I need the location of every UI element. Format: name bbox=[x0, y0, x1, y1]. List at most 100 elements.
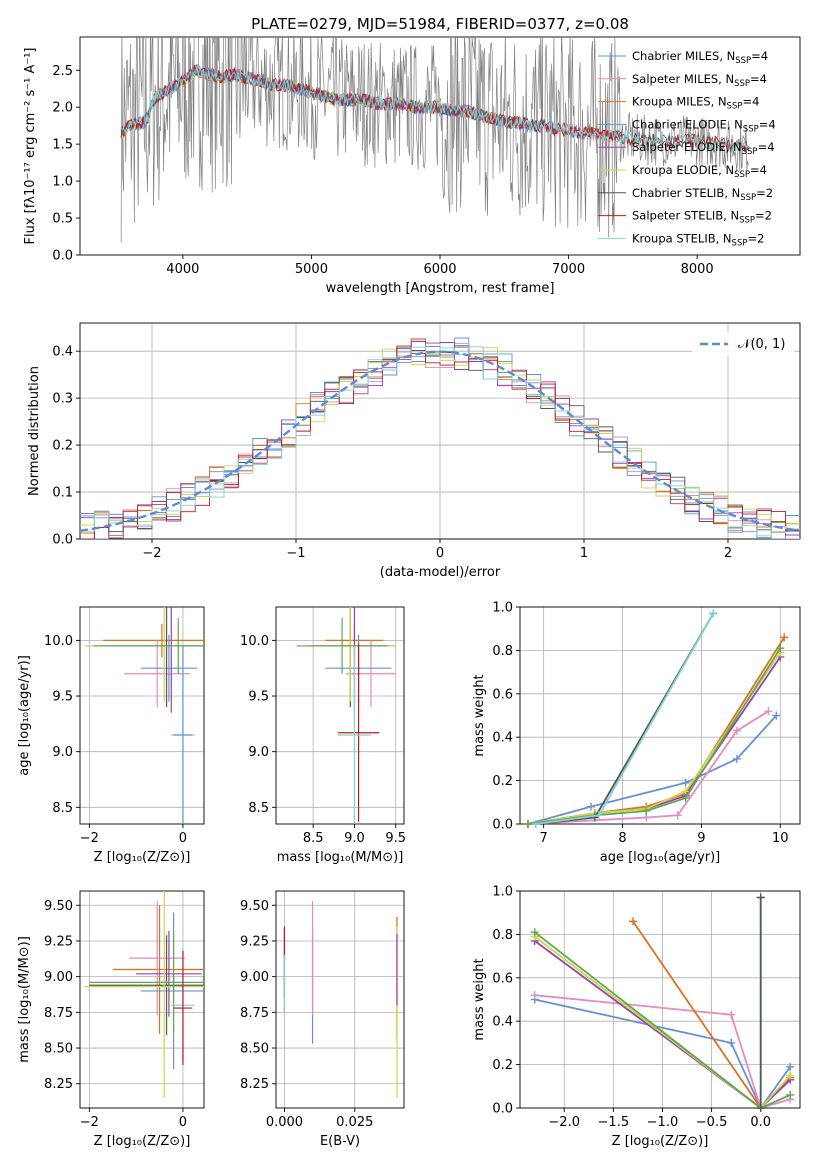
y-tick-label: 1.0 bbox=[492, 601, 513, 616]
mass_weight_vs_age-xlabel: age [log₁₀(age/yr)] bbox=[600, 850, 721, 865]
age_vs_mass-xlabel: mass [log₁₀(M/M⊙)] bbox=[277, 850, 404, 865]
model-line-kroupa_stelib bbox=[120, 65, 750, 153]
x-tick-label: 9 bbox=[697, 831, 705, 846]
spectrum-panel: 4000 5000 6000 7000 8000 0.0 0.5 1.0 1.5 2.0 2.5 wa… bbox=[23, 36, 801, 296]
y-tick-label: 8.50 bbox=[240, 1042, 269, 1057]
x-tick-label: 7000 bbox=[552, 262, 585, 277]
mass-weight-series-line bbox=[534, 931, 791, 1108]
plus-marker bbox=[681, 793, 690, 802]
mass_vs_ebv-frame bbox=[275, 890, 405, 1109]
data-spectrum-line bbox=[120, 37, 749, 243]
plus-marker bbox=[780, 633, 789, 642]
plus-marker bbox=[786, 1071, 795, 1080]
plus-marker bbox=[642, 806, 651, 815]
x-tick-label: −1 bbox=[286, 546, 305, 561]
age_vs_Z-xlabel: Z [log₁₀(Z/Z⊙)] bbox=[94, 850, 191, 865]
legend-entry: Chabrier STELIB, NSSP=2 bbox=[632, 186, 773, 203]
y-tick-label: 9.25 bbox=[240, 934, 269, 949]
mass-weight-series-line bbox=[534, 998, 791, 1108]
y-tick-label: 0.4 bbox=[52, 345, 73, 360]
x-tick-label: 7 bbox=[540, 831, 548, 846]
plus-marker bbox=[727, 1010, 736, 1019]
plus-marker bbox=[628, 917, 637, 926]
x-tick-label: −2 bbox=[80, 831, 99, 846]
x-tick-label: −2 bbox=[80, 1115, 99, 1130]
legend-entry: Kroupa ELODIE, NSSP=4 bbox=[632, 163, 767, 180]
legend-entry: Salpeter STELIB, NSSP=2 bbox=[632, 209, 772, 226]
y-tick-label: 9.00 bbox=[240, 970, 269, 985]
y-tick-label: 2.5 bbox=[52, 64, 73, 79]
legend-entry: Salpeter ELODIE, NSSP=4 bbox=[632, 140, 775, 157]
mass_vs_ebv-xlabel: E(B-V) bbox=[320, 1134, 360, 1149]
y-tick-label: 0.2 bbox=[52, 439, 73, 454]
plus-marker bbox=[764, 707, 773, 716]
x-tick-label: −1.5 bbox=[598, 1115, 630, 1130]
mass_vs_ebv-panel: 0.000 0.025 8.25 8.50 8.75 9.00 9.25 9.50 E(B-V) bbox=[240, 890, 405, 1149]
plus-marker bbox=[776, 644, 785, 653]
plus-marker bbox=[673, 811, 682, 820]
y-tick-label: 0.5 bbox=[52, 212, 73, 227]
plus-marker bbox=[530, 991, 539, 1000]
mass_vs_Z-panel: −2 0 8.25 8.50 8.75 9.00 9.25 9.50 Z [log₁₀(Z/Z⊙… bbox=[17, 890, 205, 1149]
x-tick-label: 0.0 bbox=[750, 1115, 771, 1130]
x-tick-label: 8000 bbox=[681, 262, 714, 277]
y-tick-label: 0.1 bbox=[52, 486, 73, 501]
y-tick-label: 1.5 bbox=[52, 138, 73, 153]
x-tick-label: 8.5 bbox=[303, 831, 324, 846]
y-tick-label: 1.0 bbox=[492, 885, 513, 900]
mass_weight_vs_age-frame bbox=[519, 606, 801, 825]
mass_weight_vs_Z-frame bbox=[519, 890, 801, 1109]
plus-marker bbox=[709, 609, 718, 618]
x-tick-label: 0.025 bbox=[336, 1115, 373, 1130]
y-tick-label: 9.5 bbox=[52, 690, 73, 705]
residual-histogram-kroupa_elodie bbox=[80, 347, 800, 534]
mass_weight_vs_age-ylabel: mass weight bbox=[472, 674, 487, 756]
mass_weight_vs_Z-panel: −2.0 −1.5 −1.0 −0.5 0.0 0.0 0.2 0.4 0.6 0.8 1.0 Z [… bbox=[472, 885, 801, 1149]
x-tick-label: 0 bbox=[179, 831, 187, 846]
x-tick-label: −2 bbox=[142, 546, 161, 561]
y-tick-label: 1.0 bbox=[52, 175, 73, 190]
y-tick-label: 8.5 bbox=[248, 801, 269, 816]
residuals-ylabel: Normed distribution bbox=[27, 366, 42, 496]
plus-marker bbox=[594, 811, 603, 820]
legend-entry: Chabrier ELODIE, NSSP=4 bbox=[632, 117, 776, 134]
age_vs_Z-frame bbox=[79, 606, 205, 825]
y-tick-label: 9.0 bbox=[52, 745, 73, 760]
mass_weight_vs_Z-ylabel: mass weight bbox=[472, 958, 487, 1040]
plus-marker bbox=[727, 1038, 736, 1047]
plus-marker bbox=[681, 778, 690, 787]
y-tick-label: 8.50 bbox=[44, 1042, 73, 1057]
spectrum-xlabel: wavelength [Angstrom, rest frame] bbox=[326, 281, 555, 296]
mass_weight_vs_age-panel: 7 8 9 10 0.0 0.2 0.4 0.6 0.8 1.0 age [log₁₀(age/yr… bbox=[472, 601, 801, 865]
y-tick-label: 0.4 bbox=[492, 1015, 513, 1030]
x-tick-label: 0.000 bbox=[266, 1115, 303, 1130]
age_vs_mass-panel: 8.5 9.0 9.5 8.5 9.0 9.5 10.0 mass [log₁₀(M/M⊙)] bbox=[240, 606, 406, 865]
y-tick-label: 2.0 bbox=[52, 101, 73, 116]
mass_vs_Z-xlabel: Z [log₁₀(Z/Z⊙)] bbox=[94, 1134, 191, 1149]
plus-marker bbox=[531, 820, 540, 828]
plus-marker bbox=[756, 1104, 765, 1112]
y-tick-label: 0.4 bbox=[492, 731, 513, 746]
plus-marker bbox=[732, 726, 741, 735]
y-tick-label: 10.0 bbox=[240, 634, 269, 649]
y-tick-label: 0.8 bbox=[492, 928, 513, 943]
y-tick-label: 0.8 bbox=[492, 644, 513, 659]
y-tick-label: 0.2 bbox=[492, 774, 513, 789]
plus-marker bbox=[772, 711, 781, 720]
x-tick-label: 10 bbox=[772, 831, 789, 846]
x-tick-label: 1 bbox=[580, 546, 588, 561]
legend-entry: Salpeter MILES, NSSP=4 bbox=[632, 72, 767, 89]
age_vs_Z-panel: −2 0 8.5 9.0 9.5 10.0 Z [log₁₀(Z/Z⊙)] age [log₁… bbox=[17, 606, 205, 865]
mass-weight-series-line bbox=[632, 920, 791, 1108]
age_vs_Z-ylabel: age [log₁₀(age/yr)] bbox=[17, 655, 32, 776]
age_vs_mass-frame bbox=[275, 606, 405, 825]
mass-weight-series-line bbox=[534, 940, 791, 1108]
x-tick-label: 0 bbox=[436, 546, 444, 561]
mass-weight-series-line bbox=[527, 636, 785, 824]
x-tick-label: 0 bbox=[179, 1115, 187, 1130]
plus-marker bbox=[523, 820, 532, 828]
legend-box bbox=[692, 332, 794, 356]
legend-entry: Kroupa MILES, NSSP=4 bbox=[632, 95, 759, 112]
mass_weight_vs_Z-xlabel: Z [log₁₀(Z/Z⊙)] bbox=[612, 1134, 709, 1149]
mass-weight-series-line bbox=[527, 652, 782, 824]
